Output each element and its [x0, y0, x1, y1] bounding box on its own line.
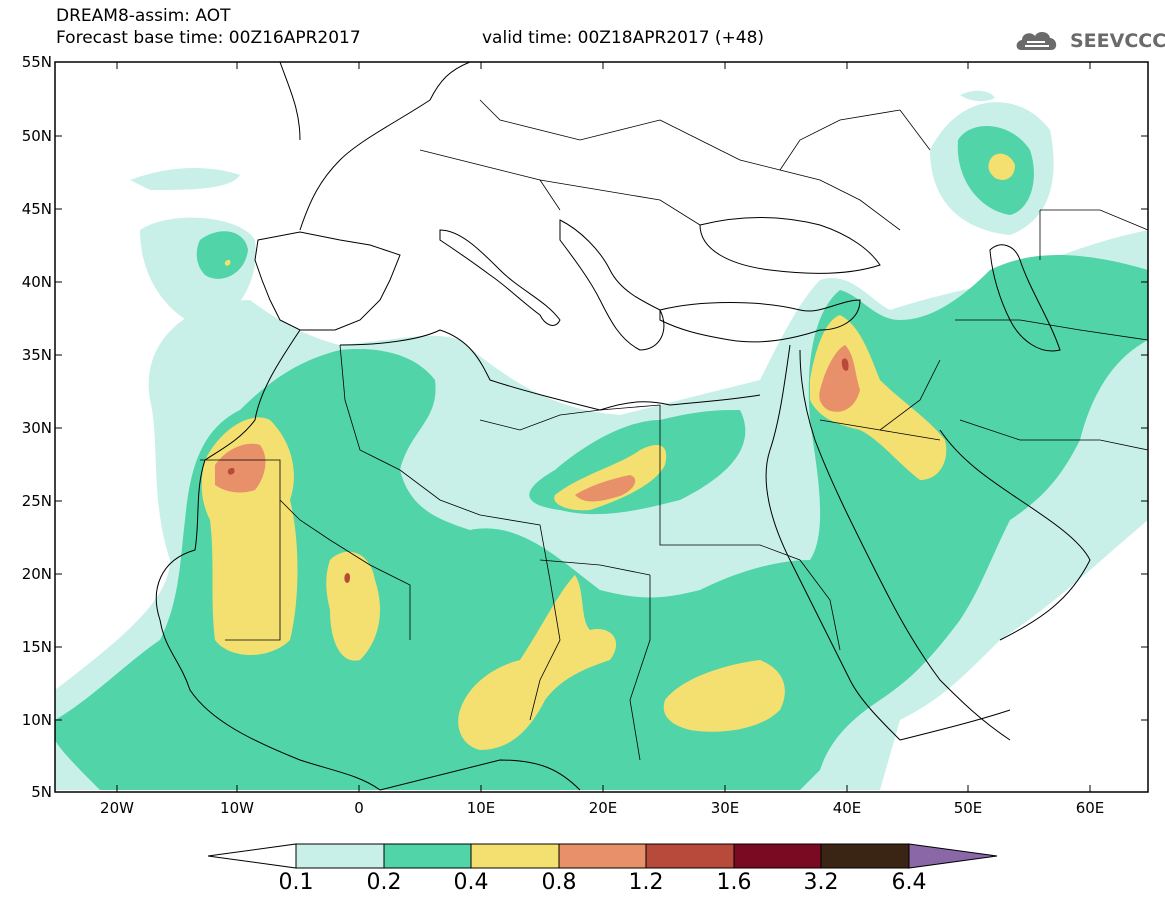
lon-label: 50E — [953, 799, 983, 817]
colorbar-bin-3.2 — [820, 843, 910, 869]
lat-label: 35N — [21, 346, 52, 364]
colorbar-label: 0.8 — [541, 870, 577, 895]
title-base-time: Forecast base time: 00Z16APR2017 — [56, 28, 361, 48]
lon-label: 20E — [588, 799, 618, 817]
lat-label: 55N — [21, 53, 52, 71]
aot-band-1.2 — [227, 358, 849, 583]
lat-label: 15N — [21, 638, 52, 656]
lon-label: 40E — [832, 799, 862, 817]
colorbar-bin-0.1 — [295, 843, 385, 869]
lat-label: 50N — [21, 127, 52, 145]
axis-ticks — [55, 61, 1148, 792]
title-model: DREAM8-assim: AOT — [56, 6, 231, 26]
aot-band-0.8 — [215, 345, 860, 502]
colorbar-bin-below — [207, 843, 297, 869]
lon-label: 0 — [354, 799, 364, 817]
colorbar-label: 1.6 — [716, 870, 752, 895]
lat-label: 25N — [21, 492, 52, 510]
country-borders — [200, 99, 1148, 761]
colorbar-label: 3.2 — [803, 870, 839, 895]
lon-label: 60E — [1075, 799, 1105, 817]
lat-label: 10N — [21, 711, 52, 729]
aot-field — [55, 90, 1148, 790]
map-frame — [54, 61, 1149, 793]
colorbar-label: 1.2 — [628, 870, 664, 895]
colorbar-label: 6.4 — [891, 870, 927, 895]
lon-label: 10E — [466, 799, 496, 817]
colorbar — [207, 843, 998, 869]
logo-text: SEEVCCC — [1070, 30, 1165, 52]
lat-label: 30N — [21, 419, 52, 437]
colorbar-bin-1.2 — [645, 843, 735, 869]
colorbar-bin-1.6 — [733, 843, 822, 869]
cloud-logo-icon — [1016, 32, 1057, 50]
title-valid-time: valid time: 00Z18APR2017 (+48) — [482, 28, 765, 48]
lon-label: 10W — [220, 799, 254, 817]
colorbar-bin-0.2 — [383, 843, 472, 869]
colorbar-bin-0.8 — [558, 843, 647, 869]
colorbar-bin-0.4 — [470, 843, 560, 869]
colorbar-label: 0.2 — [366, 870, 402, 895]
lat-label: 40N — [21, 273, 52, 291]
colorbar-label: 0.4 — [453, 870, 489, 895]
colorbar-bin-above — [908, 843, 998, 869]
coastlines — [155, 62, 1091, 791]
lon-label: 30E — [710, 799, 740, 817]
lat-label: 5N — [31, 783, 52, 801]
lat-label: 45N — [21, 200, 52, 218]
lat-label: 20N — [21, 565, 52, 583]
colorbar-label: 0.1 — [278, 870, 314, 895]
lon-label: 20W — [100, 799, 134, 817]
